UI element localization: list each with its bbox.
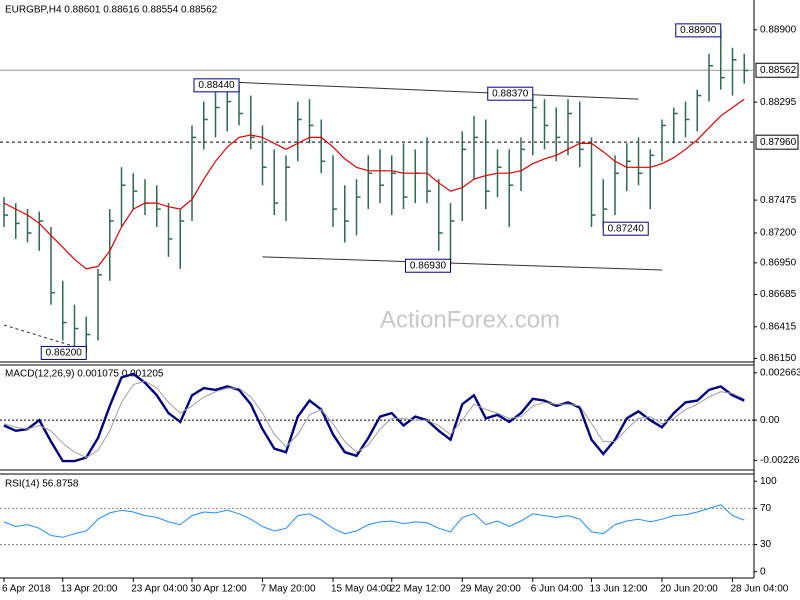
y-tick-label: 0.87475	[760, 195, 797, 206]
indicator-line	[3, 380, 745, 459]
y-tick-label: -0.00226	[760, 455, 800, 466]
annotation-label: 0.88440	[198, 80, 235, 91]
y-tick-label: 0.88900	[760, 25, 797, 36]
x-tick-label: 6 Jun 04:00	[531, 584, 584, 595]
x-tick-label: 13 Jun 12:00	[590, 584, 648, 595]
x-tick-label: 6 Apr 2018	[2, 584, 51, 595]
rsi-title: RSI(14) 56.8758	[5, 479, 79, 490]
trend-line	[238, 81, 639, 100]
annotation-box	[40, 345, 87, 360]
price-level-label: 0.88562	[760, 65, 797, 76]
y-tick-label: 0.86415	[760, 321, 797, 332]
indicator-line	[3, 372, 745, 463]
y-tick-label: 0.88295	[760, 97, 797, 108]
x-tick-label: 28 Jun 04:00	[731, 584, 789, 595]
chart-title: EURGBP,H4 0.88601 0.88616 0.88554 0.8856…	[5, 5, 218, 16]
y-tick-label: 0.00	[760, 415, 780, 426]
y-tick-label: 0.87200	[760, 228, 797, 239]
x-tick-label: 15 May 04:00	[331, 584, 392, 595]
x-tick-label: 13 Apr 20:00	[61, 584, 118, 595]
y-tick-label: 0.002663	[760, 367, 800, 378]
trend-line	[262, 256, 663, 271]
macd-title: MACD(12,26,9) 0.001075 0.001205	[5, 369, 164, 380]
annotation-box	[487, 86, 534, 101]
y-tick-label: 0.86150	[760, 353, 797, 364]
x-tick-label: 22 May 12:00	[390, 584, 451, 595]
annotation-label: 0.86930	[410, 260, 447, 271]
price-level-box	[755, 134, 799, 150]
watermark: ActionForex.com	[380, 306, 560, 333]
x-tick-label: 29 May 20:00	[460, 584, 521, 595]
annotation-label: 0.86200	[46, 348, 83, 359]
annotation-box	[675, 23, 722, 38]
y-tick-label: 70	[760, 503, 772, 514]
x-tick-label: 20 Jun 20:00	[660, 584, 718, 595]
x-tick-label: 23 Apr 04:00	[131, 584, 188, 595]
x-tick-label: 30 Apr 12:00	[190, 584, 247, 595]
annotation-label: 0.87240	[608, 223, 645, 234]
price-level-label: 0.87960	[760, 137, 797, 148]
y-tick-label: 0.86685	[760, 289, 797, 300]
y-tick-label: 0.86950	[760, 257, 797, 268]
annotation-box	[602, 221, 649, 236]
annotation-label: 0.88900	[680, 25, 717, 36]
x-tick-label: 7 May 20:00	[261, 584, 316, 595]
annotation-label: 0.88370	[492, 88, 529, 99]
price-level-box	[755, 62, 799, 78]
moving-average	[3, 98, 745, 270]
y-tick-label: 100	[760, 476, 777, 487]
annotation-box	[405, 258, 451, 273]
annotation-box	[193, 78, 240, 93]
trend-line	[3, 324, 87, 351]
y-tick-label: 30	[760, 539, 772, 550]
indicator-line	[3, 504, 745, 538]
y-tick-label: 0	[760, 566, 766, 577]
